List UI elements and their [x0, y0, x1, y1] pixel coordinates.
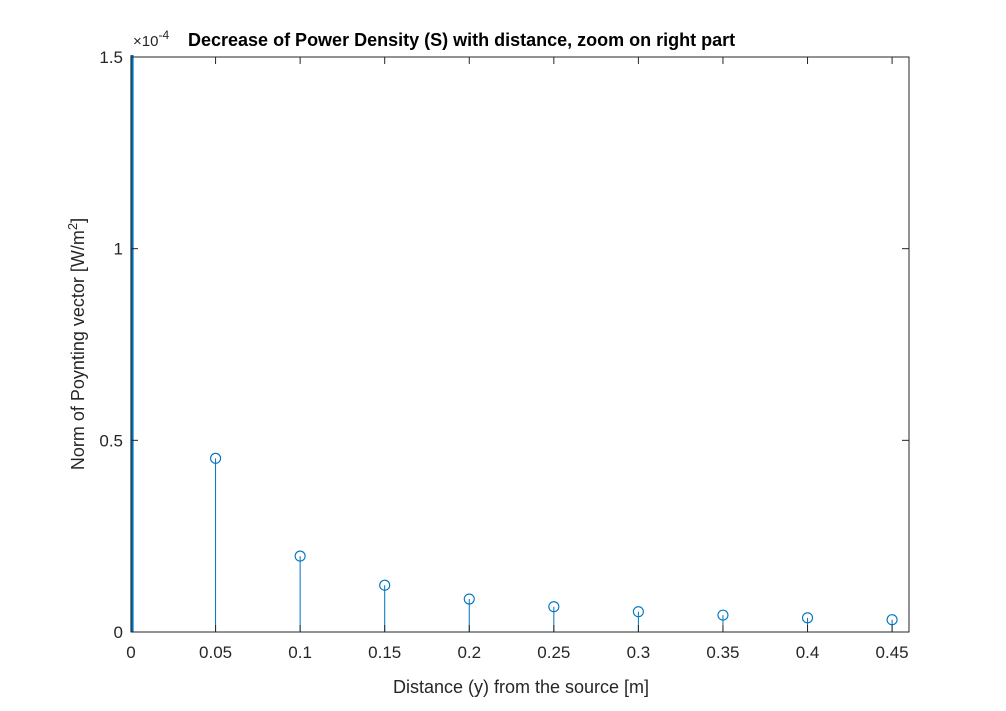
y-axis-label: Norm of Poynting vector [W/m2]	[65, 218, 88, 470]
y-exponent-label: ×10-4	[133, 28, 169, 50]
stem-marker	[294, 550, 306, 562]
x-tick-label: 0.2	[457, 643, 481, 662]
y-tick-label: 1	[114, 240, 123, 259]
stem-marker	[210, 452, 222, 464]
stem-marker	[886, 614, 898, 626]
y-tick-label: 0.5	[99, 431, 123, 450]
y-axis-label-sup: 2	[65, 223, 80, 230]
x-tick-label: 0.35	[706, 643, 739, 662]
stem-series	[210, 452, 898, 632]
x-tick-label: 0.25	[537, 643, 570, 662]
axes-box	[130, 56, 910, 633]
x-ticks: 0 0.05 0.1 0.15 0.2 0.25 0.3 0.35 0.4 0.45	[126, 57, 909, 662]
axes-frame	[130, 56, 910, 633]
stem-marker	[548, 601, 560, 613]
x-tick-label: 0.1	[288, 643, 312, 662]
chart-title: Decrease of Power Density (S) with dista…	[188, 30, 735, 50]
y-exponent-prefix: ×10	[133, 33, 158, 50]
stem-marker	[801, 612, 814, 624]
stem-marker	[717, 609, 729, 621]
y-axis-label-main: Norm of Poynting vector [W/m	[68, 230, 88, 470]
y-exponent-power: -4	[158, 28, 169, 42]
y-axis-label-end: ]	[68, 218, 88, 223]
stem-marker	[379, 579, 391, 591]
x-tick-label: 0.4	[796, 643, 820, 662]
x-tick-label: 0.15	[368, 643, 401, 662]
x-axis-label: Distance (y) from the source [m]	[393, 677, 649, 697]
x-tick-label: 0.3	[627, 643, 651, 662]
x-tick-label: 0	[126, 643, 135, 662]
y-ticks: 0 0.5 1 1.5	[99, 48, 909, 642]
y-tick-label: 0	[114, 623, 123, 642]
x-tick-label: 0.05	[199, 643, 232, 662]
x-tick-label: 0.45	[876, 643, 909, 662]
stem-marker	[632, 606, 644, 618]
y-tick-label: 1.5	[99, 48, 123, 67]
stem-marker	[463, 593, 475, 605]
